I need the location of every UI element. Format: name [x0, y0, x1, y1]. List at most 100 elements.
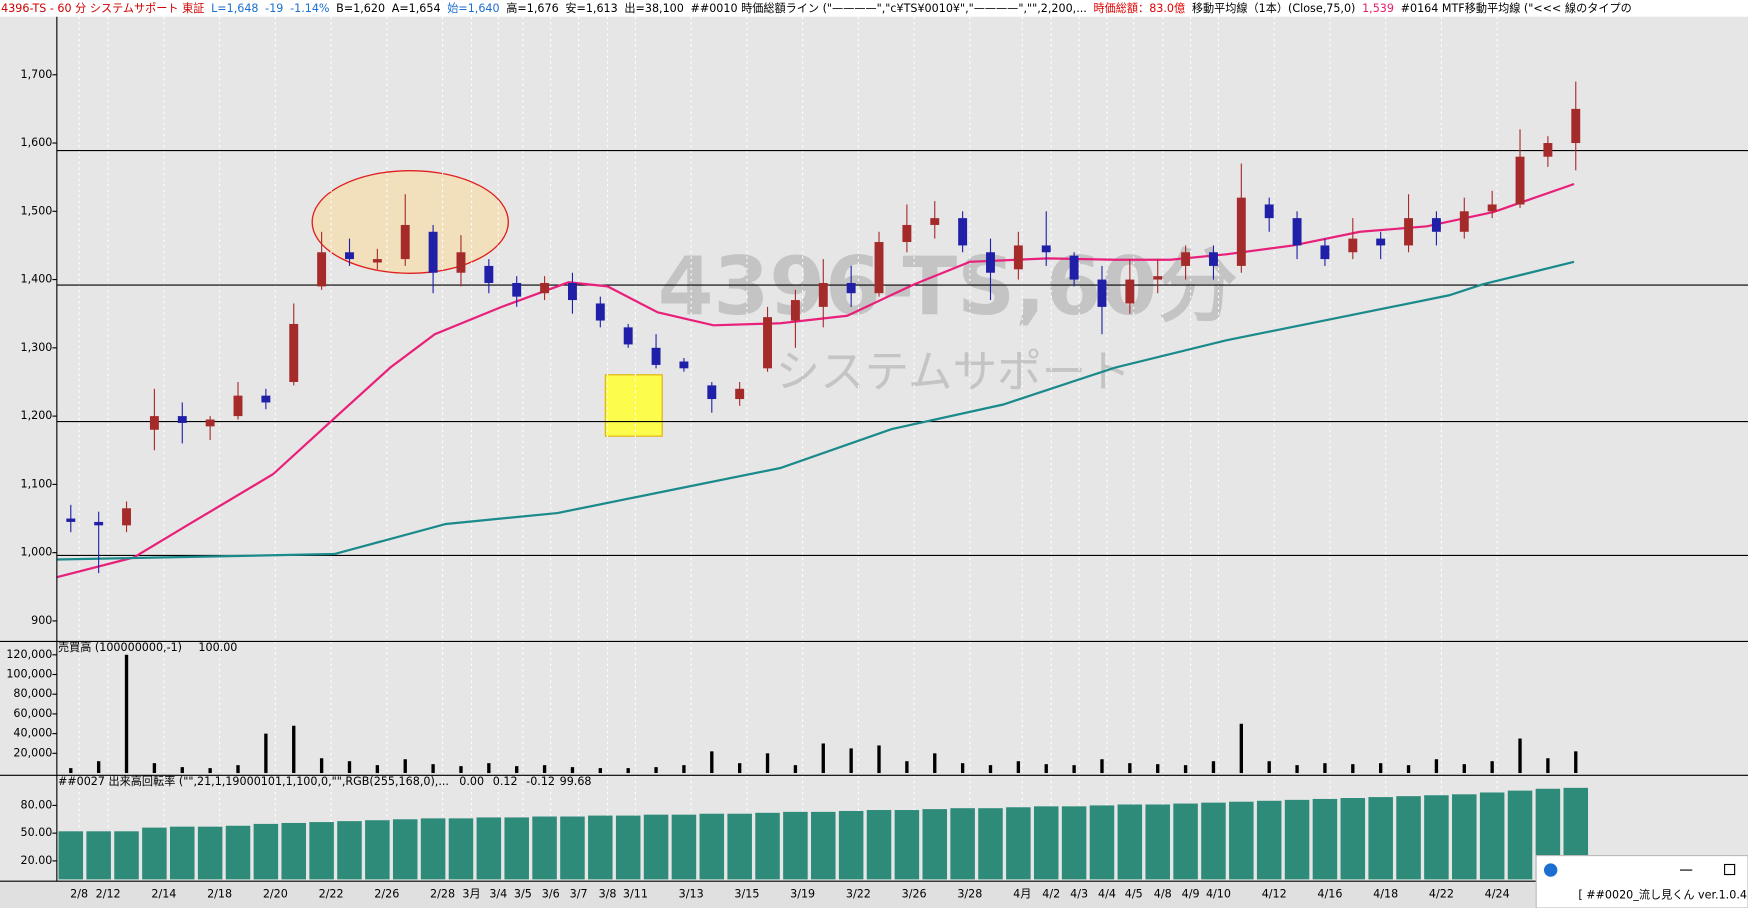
candle-body [707, 385, 717, 400]
bar [532, 816, 557, 880]
candle-body [289, 323, 299, 382]
bar [765, 753, 770, 774]
bar [170, 826, 195, 880]
bar [1239, 723, 1243, 774]
y-tick-label: 1,600 [20, 136, 52, 149]
bar [1201, 802, 1226, 880]
bar [1072, 765, 1076, 774]
candle-body [1515, 156, 1525, 205]
y-tick-label: 120,000 [6, 648, 52, 661]
bar [737, 763, 742, 774]
bar [86, 831, 111, 880]
candle-body [317, 252, 327, 287]
bar [431, 764, 435, 774]
x-tick-label: 4月 [1013, 888, 1031, 901]
bar [755, 812, 780, 880]
bar [96, 761, 101, 774]
candle-body [874, 242, 884, 294]
bar [487, 763, 491, 774]
x-tick-label: 2/8 [70, 888, 88, 901]
plot-layer: 900 1,000 1,100 1,200 1,300 1,400 1,500 1,600 1,… [6, 16, 1748, 901]
candle-body [846, 282, 856, 294]
x-tick-label: 3/22 [846, 888, 871, 901]
bar [1434, 759, 1439, 774]
candle-body [233, 395, 243, 417]
bar [403, 759, 407, 774]
candle-body [595, 303, 605, 321]
bar [476, 817, 502, 880]
candle-body [930, 218, 940, 225]
bar [905, 761, 909, 774]
y-tick-label: 1,200 [20, 409, 52, 422]
bar [337, 821, 362, 880]
x-tick-label: 3/15 [734, 888, 759, 901]
y-tick-label: 900 [31, 614, 52, 627]
bar [849, 748, 853, 774]
bar [783, 811, 808, 880]
bar [142, 827, 167, 880]
y-tick-label: 60,000 [13, 707, 52, 720]
bar [236, 765, 240, 774]
bar [626, 768, 630, 774]
x-tick-label: 3/4 [489, 888, 507, 901]
popup-window[interactable]: [ ##0020_流し見くん ver.1.0.4 ] [1535, 855, 1748, 908]
header-item: 時価総額：83.0億 [1094, 1, 1186, 15]
bar [821, 743, 825, 774]
x-tick-label: 4/9 [1182, 888, 1200, 901]
candle-body [177, 416, 187, 423]
candle-body [1404, 218, 1414, 246]
candle-body [1236, 197, 1246, 266]
status-value: 0.12 [493, 775, 518, 788]
bar [1117, 804, 1143, 880]
x-tick-label: 4/3 [1070, 888, 1088, 901]
bar [960, 763, 965, 774]
bar [933, 753, 937, 774]
bar [1507, 790, 1533, 880]
bar [1256, 800, 1282, 880]
bar [1452, 794, 1477, 880]
bar [1006, 807, 1031, 880]
x-tick-label: 4/5 [1125, 888, 1143, 901]
x-tick-label: 3/19 [790, 888, 815, 901]
bar [292, 725, 296, 774]
bar [58, 831, 84, 880]
header-item: L=1,648 [211, 2, 258, 15]
y-tick-label: 1,700 [20, 68, 52, 81]
x-tick-label: 2/26 [374, 888, 399, 901]
candle-body [958, 218, 968, 246]
bar [347, 761, 352, 774]
bar [264, 733, 268, 774]
x-tick-label: 4/24 [1485, 888, 1510, 901]
bar [253, 823, 279, 880]
maximize-button[interactable] [1724, 863, 1736, 876]
bar [1089, 805, 1115, 880]
candle-body [1487, 204, 1497, 212]
bar [152, 763, 157, 774]
y-tick-label: 1,100 [20, 477, 52, 490]
bar [866, 810, 892, 880]
popup-title: [ ##0020_流し見くん ver.1.0.4 ] [1578, 888, 1748, 902]
watermark-symbol: 4396-TS,60分 [658, 239, 1238, 333]
volume-scale: 100.00 [198, 641, 237, 654]
bar [1061, 806, 1087, 880]
bar [459, 766, 463, 774]
bar [1229, 801, 1254, 880]
x-tick-label: 3/13 [679, 888, 704, 901]
candle-body [1181, 252, 1191, 266]
status-value: 0.00 [459, 775, 484, 788]
bar [69, 768, 73, 774]
bar [699, 813, 725, 880]
bar [1211, 761, 1216, 774]
status-value: -0.12 [526, 775, 555, 788]
bar [811, 811, 836, 880]
candle-body [1431, 218, 1441, 232]
candle-body [1292, 218, 1302, 246]
date-axis-bar [0, 881, 1748, 908]
watermark-name: システムサポート [775, 346, 1130, 398]
x-tick-label: 3/11 [623, 888, 648, 901]
header-item: 安=1,613 [565, 1, 617, 15]
bar [1128, 763, 1132, 774]
header-item: B=1,620 [336, 2, 385, 15]
